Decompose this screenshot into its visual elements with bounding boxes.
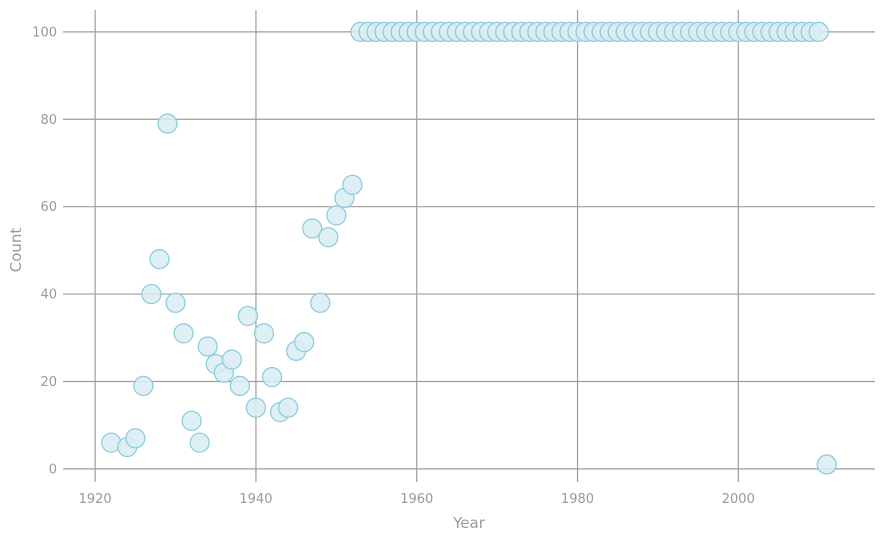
data-point: [133, 375, 154, 396]
data-point: [197, 336, 218, 357]
grid-lines: [63, 10, 875, 482]
data-point: [149, 249, 170, 270]
data-point: [237, 305, 259, 327]
y-tick-label: 40: [40, 288, 57, 303]
y-tick-label: 100: [32, 25, 57, 40]
y-tick-label: 60: [40, 200, 57, 215]
data-point: [229, 375, 250, 396]
tick-labels: 0 20 40 60 80 100 1920 1940 1960 1980 2000: [32, 25, 755, 507]
y-tick-label: 0: [49, 462, 57, 477]
data-point: [310, 292, 331, 313]
x-tick-label: 1940: [239, 492, 272, 507]
data-point: [318, 227, 339, 248]
data-point: [245, 397, 267, 418]
x-tick-label: 1920: [79, 492, 112, 507]
data-point: [302, 218, 323, 239]
data-point: [326, 205, 347, 226]
data-point: [808, 21, 829, 42]
data-points: [101, 21, 837, 475]
data-point: [253, 323, 275, 344]
x-axis-title: Year: [452, 514, 486, 532]
x-tick-label: 1980: [561, 492, 594, 507]
data-point: [189, 432, 210, 453]
x-tick-label: 1960: [400, 492, 433, 507]
y-axis-title: Count: [7, 228, 25, 273]
data-point: [816, 454, 837, 475]
data-point: [294, 332, 315, 353]
data-point: [278, 397, 299, 418]
data-point: [342, 174, 363, 195]
data-point: [261, 367, 283, 388]
data-point: [181, 410, 202, 431]
data-point: [221, 349, 242, 370]
y-tick-label: 20: [40, 375, 57, 390]
y-tick-label: 80: [40, 113, 57, 128]
data-point: [141, 283, 162, 305]
x-tick-label: 2000: [722, 492, 755, 507]
data-point: [125, 428, 146, 449]
data-point: [165, 292, 186, 313]
data-point: [157, 113, 178, 134]
data-point: [173, 323, 194, 344]
